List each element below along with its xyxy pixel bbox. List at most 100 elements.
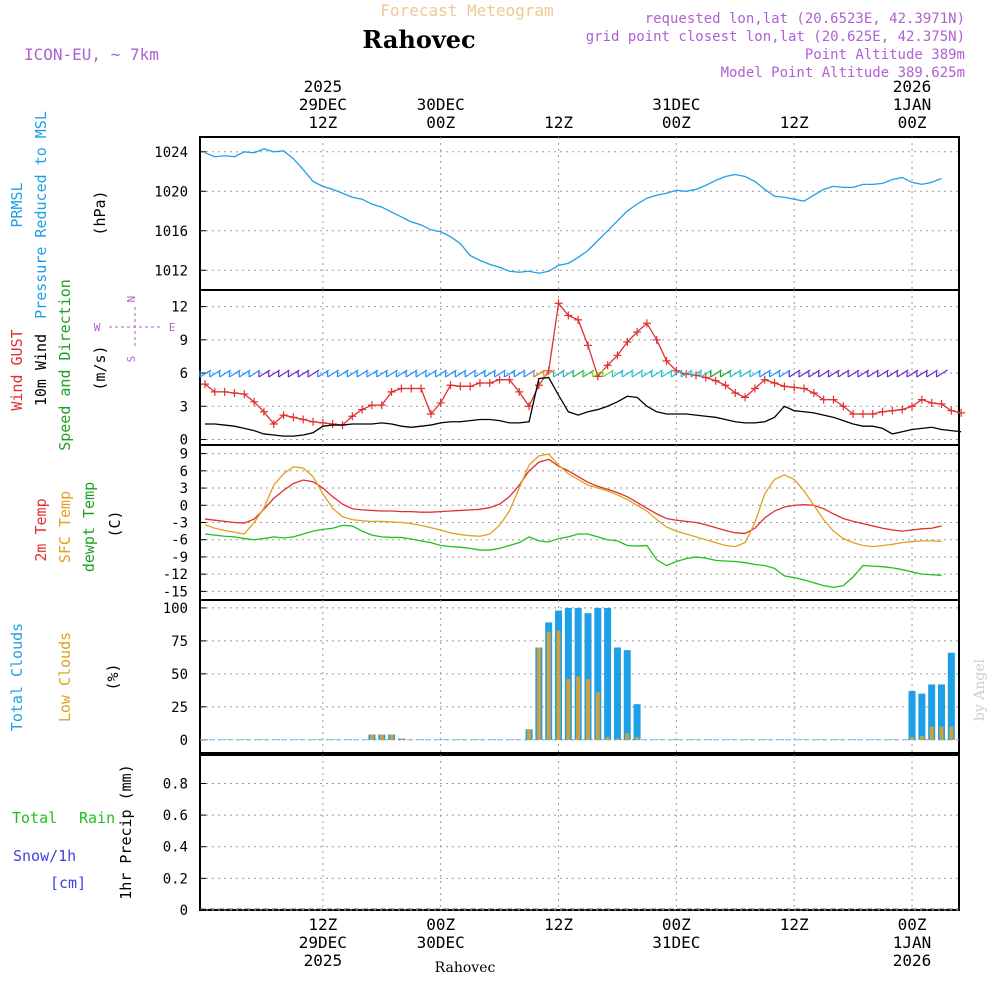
- wind-ytick-label: 0: [180, 432, 188, 448]
- wind-ytick-label: 12: [171, 300, 188, 316]
- gust-marker: [534, 381, 543, 390]
- wind-barb: [356, 369, 369, 378]
- clouds-frame: [199, 599, 960, 754]
- gust-marker: [456, 382, 465, 391]
- gust-marker: [201, 380, 209, 389]
- temperature-axis-label: 2m Temp: [32, 498, 50, 561]
- precip-axis-label: 1hr Precip (mm): [117, 764, 135, 899]
- cloud-total-bar: [623, 650, 631, 740]
- wind-barb: [258, 369, 271, 378]
- wind-barb: [425, 369, 438, 378]
- pressure-axis-label: (hPa): [91, 190, 109, 235]
- wind-series-wind-gust: [204, 301, 962, 426]
- wind-barb: [867, 369, 880, 378]
- gust-marker: [289, 413, 298, 422]
- time-label-bottom: 2025: [304, 951, 343, 970]
- temperature-ytick-label: 3: [180, 481, 188, 497]
- wind-barb: [798, 369, 811, 378]
- gust-marker: [446, 381, 455, 390]
- compass-s: S: [125, 356, 138, 363]
- wind-barb: [533, 369, 546, 378]
- pressure-ytick-label: 1012: [154, 263, 188, 279]
- time-label-top: 30DEC: [417, 95, 465, 114]
- cloud-total-bar: [574, 607, 582, 740]
- wind-barb: [572, 369, 585, 378]
- gust-marker: [800, 384, 809, 393]
- gust-marker: [505, 375, 514, 384]
- time-label-top: 12Z: [544, 113, 573, 132]
- wind-barb: [366, 369, 379, 378]
- wind-series-10m-wind: [205, 376, 962, 437]
- model-label: ICON-EU, ~ 7km: [24, 45, 159, 64]
- gust-marker: [917, 395, 926, 404]
- wind-barb: [739, 369, 752, 378]
- wind-barb: [592, 369, 605, 378]
- wind-barb: [857, 369, 870, 378]
- gust-marker: [583, 341, 592, 350]
- gust-marker: [770, 379, 779, 387]
- temperature-ytick-label: -3: [171, 516, 188, 532]
- clouds-ytick-label: 50: [171, 667, 188, 683]
- gust-marker: [397, 384, 406, 393]
- gust-marker: [839, 402, 848, 411]
- gust-marker: [574, 315, 583, 324]
- time-label-top: 29DEC: [299, 95, 347, 114]
- gust-marker: [819, 395, 828, 404]
- cloud-low-bar: [929, 726, 934, 740]
- wind-barb: [268, 369, 281, 378]
- time-label-top: 12Z: [308, 113, 337, 132]
- wind-barb: [876, 369, 889, 378]
- gust-marker: [888, 406, 897, 415]
- time-label-bottom: 29DEC: [299, 933, 347, 952]
- gust-marker: [711, 376, 720, 385]
- wind-barb: [818, 369, 830, 378]
- wind-panel: 0 3 6 9 12 Wind GUST 10m Wind Speed and Directi…: [8, 279, 966, 451]
- precip-ytick-label: 0.2: [163, 871, 188, 887]
- pressure-panel: 1012 1016 1020 1024 PRMSL Pressure Reduced to…: [8, 111, 960, 319]
- gust-marker: [279, 411, 288, 420]
- compass-rose: N W E S: [94, 296, 176, 363]
- temperature-series-2m-temp: [204, 458, 942, 535]
- wind-barb: [552, 369, 565, 378]
- cloud-total-bar: [564, 607, 572, 740]
- cloud-low-bar: [556, 630, 561, 740]
- wind-barb: [228, 369, 241, 378]
- cloud-low-bar: [919, 735, 924, 740]
- wind-barb: [307, 369, 320, 378]
- wind-barb: [710, 369, 722, 378]
- precip-frame: [199, 754, 960, 911]
- temperature-ytick-label: -6: [171, 533, 188, 549]
- gust-marker: [210, 387, 219, 396]
- precip-total-label: Total: [12, 809, 57, 827]
- wind-barb: [886, 369, 899, 378]
- temperature-ytick-label: 6: [180, 464, 188, 480]
- cloud-low-bar: [576, 676, 581, 740]
- wind-barb: [444, 369, 457, 378]
- footer-location: Rahovec: [435, 960, 496, 976]
- gust-marker: [466, 382, 475, 391]
- wind-barb: [926, 369, 939, 378]
- cloud-total-bar: [947, 652, 955, 740]
- time-label-top: 2026: [893, 77, 932, 96]
- gust-marker: [849, 410, 858, 418]
- compass-cross: [109, 307, 161, 347]
- wind-barb: [376, 369, 389, 378]
- gust-marker: [741, 393, 750, 402]
- time-label-bottom: 00Z: [662, 915, 691, 934]
- gust-marker: [475, 379, 484, 387]
- cloud-total-bar: [604, 607, 612, 740]
- cloud-low-bar: [949, 726, 954, 740]
- time-label-bottom: 1JAN: [893, 933, 932, 952]
- gust-marker: [348, 412, 357, 421]
- gust-marker: [721, 381, 730, 390]
- wind-barb: [317, 369, 330, 378]
- cloud-total-bar: [594, 607, 602, 740]
- wind-barb: [788, 369, 801, 378]
- wind-barb: [336, 369, 349, 378]
- gust-marker: [318, 418, 327, 427]
- gust-marker: [701, 373, 710, 382]
- wind-barb: [346, 369, 359, 378]
